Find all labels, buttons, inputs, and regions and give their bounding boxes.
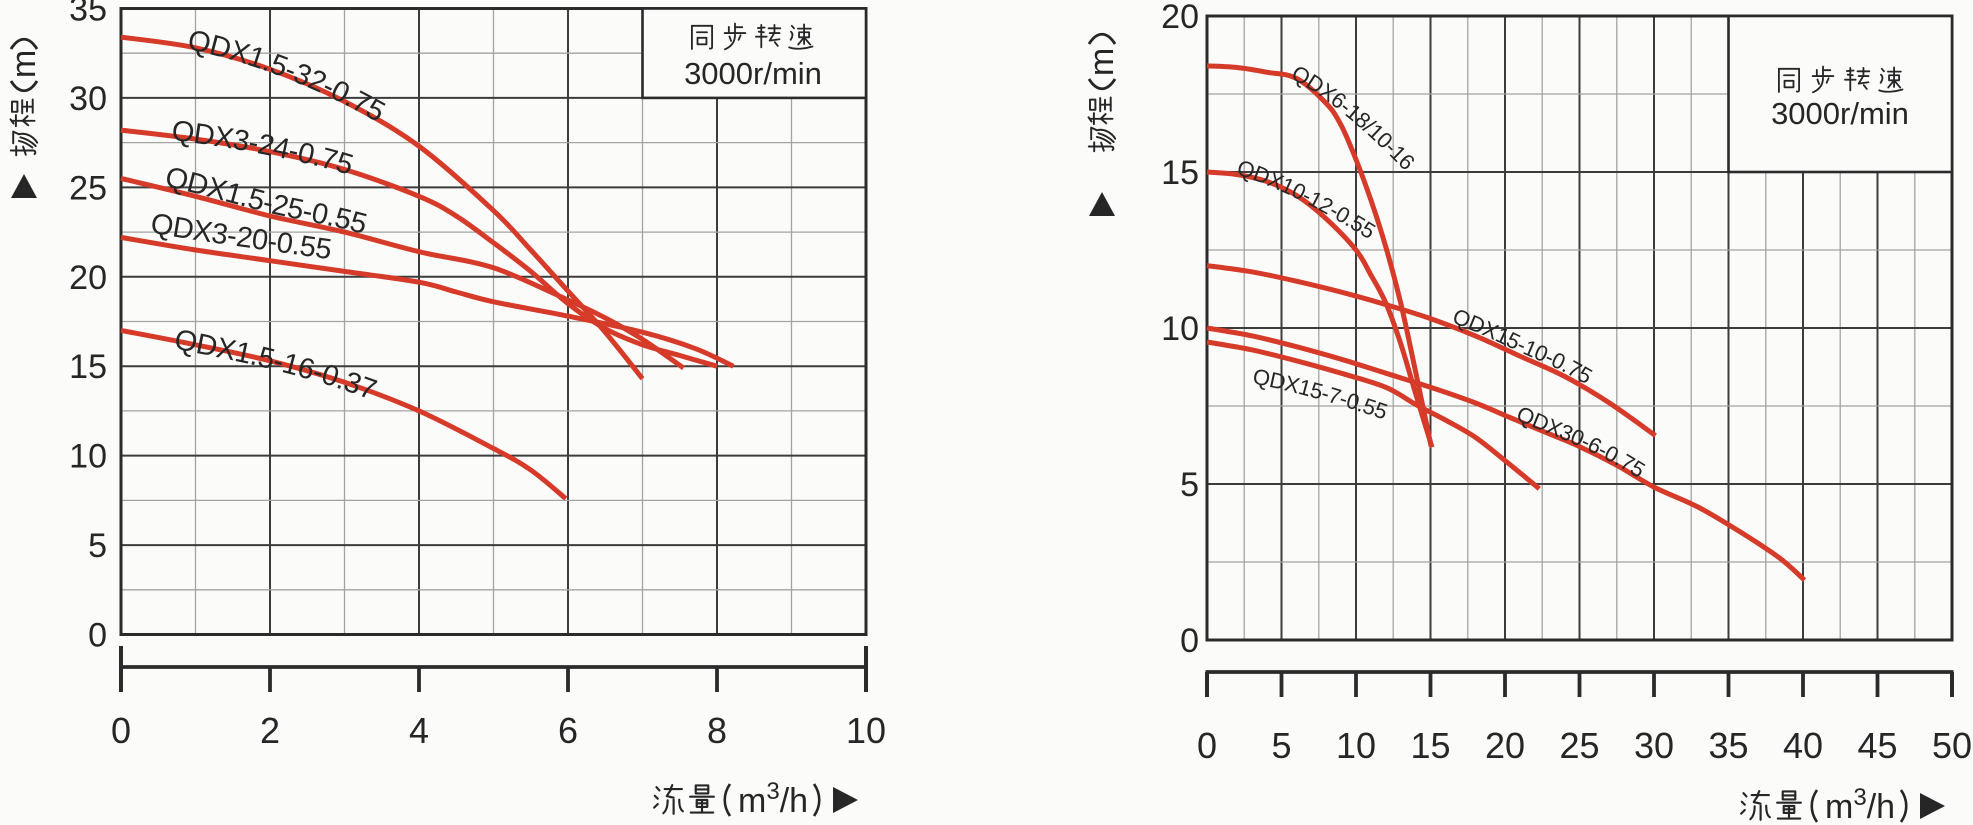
svg-text:4: 4: [409, 710, 429, 751]
svg-text:10: 10: [846, 710, 886, 751]
svg-text:20: 20: [69, 259, 107, 297]
svg-text:20: 20: [1485, 725, 1525, 766]
svg-text:15: 15: [69, 348, 107, 386]
svg-text:0: 0: [1197, 725, 1217, 766]
svg-text:10: 10: [1161, 310, 1199, 348]
svg-text:10: 10: [1336, 725, 1376, 766]
svg-text:2: 2: [260, 710, 280, 751]
svg-text:0: 0: [111, 710, 131, 751]
svg-text:m: m: [1083, 48, 1121, 76]
svg-text:6: 6: [558, 710, 578, 751]
svg-text:25: 25: [69, 169, 107, 207]
svg-text:30: 30: [1634, 725, 1674, 766]
svg-text:20: 20: [1161, 0, 1199, 36]
svg-text:5: 5: [1180, 466, 1199, 504]
svg-text:3000r/min: 3000r/min: [1771, 96, 1909, 131]
svg-text:0: 0: [88, 617, 107, 655]
svg-text:10: 10: [69, 438, 107, 476]
svg-text:15: 15: [1161, 154, 1199, 192]
svg-text:35: 35: [69, 0, 107, 29]
svg-text:30: 30: [69, 80, 107, 118]
svg-text:35: 35: [1708, 725, 1748, 766]
svg-text:15: 15: [1410, 725, 1450, 766]
svg-text:0: 0: [1180, 622, 1199, 660]
svg-text:3000r/min: 3000r/min: [684, 56, 822, 91]
svg-text:5: 5: [1271, 725, 1291, 766]
svg-text:25: 25: [1559, 725, 1599, 766]
svg-text:45: 45: [1857, 725, 1897, 766]
svg-text:40: 40: [1783, 725, 1823, 766]
svg-text:5: 5: [88, 527, 107, 565]
svg-text:8: 8: [707, 710, 727, 751]
svg-text:m: m: [5, 50, 43, 78]
svg-text:50: 50: [1932, 725, 1972, 766]
